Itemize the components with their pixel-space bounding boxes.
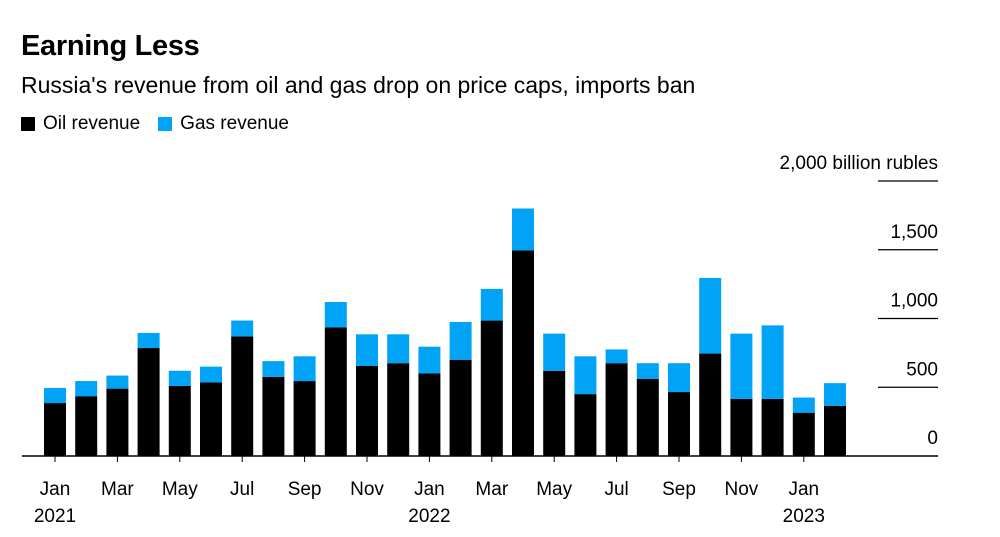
bar-oil (730, 398, 753, 456)
bar-oil (106, 388, 129, 456)
x-tick-label: May (536, 479, 572, 500)
bar-oil (574, 394, 597, 456)
chart-title: Earning Less (21, 30, 200, 62)
x-tick-label: Jan (40, 479, 71, 500)
bar-gas (137, 332, 160, 349)
bar-oil (480, 320, 503, 456)
x-tick-label: Nov (350, 479, 384, 500)
x-tick-label: Jul (604, 479, 628, 500)
legend-swatch-gas (158, 117, 173, 131)
bar-gas (543, 333, 566, 371)
x-tick-label: May (162, 479, 198, 500)
x-tick-year: 2022 (408, 506, 450, 527)
bar-gas (699, 277, 722, 354)
bar-oil (699, 353, 722, 456)
legend-label-gas: Gas revenue (180, 113, 289, 134)
bar-oil (75, 396, 98, 456)
x-tick-label: Jan (788, 479, 819, 500)
bar-oil (824, 405, 846, 456)
chart-legend: Oil revenue Gas revenue (21, 113, 307, 135)
bar-gas (293, 356, 316, 382)
bar-gas (668, 363, 690, 393)
bar-oil (512, 250, 534, 456)
bar-gas (512, 208, 534, 251)
x-tick-label: Jul (230, 479, 254, 500)
x-tick-label: Nov (725, 479, 759, 500)
bar-gas (231, 320, 254, 337)
y-tick-label: 0 (927, 428, 938, 449)
bar-gas (75, 381, 98, 397)
x-tick-label: Sep (662, 479, 696, 500)
bar-gas (356, 334, 378, 366)
x-tick-label: Mar (475, 479, 508, 500)
bar-gas (574, 356, 597, 395)
bar-oil (262, 376, 285, 456)
y-tick-label: 2,000 billion rubles (780, 153, 938, 174)
bar-oil (200, 382, 222, 456)
x-tick-label: Jan (414, 479, 445, 500)
bar-oil (324, 327, 347, 456)
bar-gas (792, 397, 815, 413)
bar-gas (636, 363, 659, 379)
bar-gas (480, 288, 503, 321)
y-tick-label: 500 (906, 359, 938, 380)
bar-gas (324, 302, 347, 328)
bar-oil (605, 363, 628, 456)
bar-oil (293, 381, 316, 456)
bar-gas (200, 366, 222, 383)
bar-oil (231, 336, 254, 456)
y-tick-label: 1,000 (890, 291, 938, 312)
bar-gas (44, 387, 66, 404)
x-tick-year: 2021 (34, 506, 76, 527)
bar-oil (636, 379, 659, 456)
bar-gas (449, 321, 472, 360)
bar-oil (449, 359, 472, 456)
x-tick-label: Sep (288, 479, 322, 500)
bar-oil (44, 403, 66, 456)
bar-oil (761, 398, 784, 456)
chart-subtitle: Russia's revenue from oil and gas drop o… (21, 72, 696, 98)
bar-oil (168, 385, 191, 456)
bar-oil (387, 363, 410, 456)
x-tick-label: Mar (101, 479, 134, 500)
bar-gas (387, 334, 410, 364)
bar-gas (106, 375, 129, 389)
legend-item-gas: Gas revenue (158, 113, 289, 135)
bar-oil (543, 370, 566, 456)
bar-oil (418, 373, 441, 456)
x-tick-year: 2023 (783, 506, 825, 527)
bar-gas (824, 383, 846, 406)
bar-gas (418, 346, 441, 374)
bar-oil (668, 392, 690, 456)
bar-oil (137, 348, 160, 456)
bar-gas (262, 361, 285, 377)
legend-label-oil: Oil revenue (43, 113, 141, 134)
legend-swatch-oil (21, 117, 35, 131)
bar-gas (168, 370, 191, 386)
bar-oil (792, 412, 815, 456)
bar-gas (761, 325, 784, 399)
legend-item-oil: Oil revenue (21, 113, 140, 135)
y-tick-label: 1,500 (890, 222, 938, 243)
bar-oil (356, 365, 378, 456)
bar-gas (730, 333, 753, 399)
bar-gas (605, 349, 628, 364)
